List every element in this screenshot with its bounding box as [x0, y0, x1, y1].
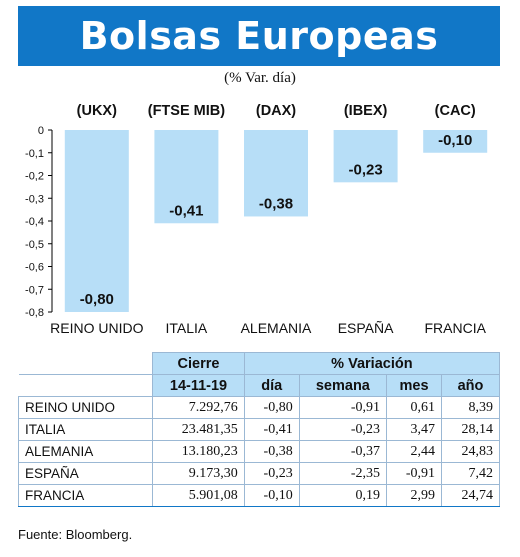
row-country: ALEMANIA	[17, 440, 154, 463]
bar	[423, 130, 488, 153]
y-tick-label: -0,2	[25, 171, 44, 183]
row-mes: 2,99	[386, 484, 442, 507]
row-country: FRANCIA	[17, 484, 154, 507]
row-semana: -0,91	[298, 396, 388, 419]
chart-subtitle: (% Var. día)	[224, 70, 296, 86]
row-dia: -0,80	[243, 396, 300, 419]
category-label: FRANCIA	[424, 320, 486, 336]
row-cierre: 23.481,35	[152, 418, 245, 441]
bar	[333, 130, 398, 183]
category-label: REINO UNIDO	[50, 320, 143, 336]
y-tick-label: -0,5	[25, 239, 44, 251]
y-tick-label: -0,1	[25, 148, 44, 160]
row-ano: 7,42	[440, 462, 501, 485]
col-header-date: 14-11-19	[152, 374, 245, 397]
row-cierre: 7.292,76	[152, 396, 245, 419]
row-cierre: 13.180,23	[152, 440, 245, 463]
row-ano: 24,74	[440, 484, 501, 507]
title-banner: Bolsas Europeas	[18, 6, 500, 66]
row-mes: 3,47	[386, 418, 442, 441]
row-country: ESPAÑA	[17, 462, 154, 485]
market-table: Cierre % Variación 14-11-19 día semana m…	[17, 352, 501, 507]
row-ano: 24,83	[440, 440, 501, 463]
row-ano: 8,39	[440, 396, 501, 419]
table-corner	[18, 352, 153, 375]
row-dia: -0,23	[243, 462, 300, 485]
ticker-label: (DAX)	[256, 103, 296, 119]
row-semana: -0,37	[298, 440, 388, 463]
bar	[244, 130, 308, 217]
y-tick-label: -0,3	[25, 193, 44, 205]
y-tick-label: -0,8	[25, 307, 44, 319]
col-header-dia: día	[243, 374, 300, 397]
row-dia: -0,38	[243, 440, 300, 463]
table-row: REINO UNIDO 7.292,76 -0,80 -0,91 0,61 8,…	[17, 396, 501, 419]
col-header-mes: mes	[386, 374, 442, 397]
y-tick-label: -0,7	[25, 284, 44, 296]
data-label: -0,80	[80, 291, 114, 308]
table-row: ALEMANIA 13.180,23 -0,38 -0,37 2,44 24,8…	[17, 440, 501, 463]
col-header-cierre: Cierre	[152, 352, 245, 375]
row-mes: -0,91	[386, 462, 442, 485]
bar-chart: 0 -0,1 -0,2 -0,3 -0,4 -0,5 -0,6 -0,7 -0,8 (UKX) -0…	[25, 103, 488, 336]
category-label: ESPAÑA	[338, 320, 394, 336]
table-corner-2	[18, 374, 153, 397]
data-label: -0,38	[259, 195, 293, 212]
row-semana: -0,23	[298, 418, 388, 441]
bar	[154, 130, 219, 224]
row-country: ITALIA	[17, 418, 154, 441]
table-row: ITALIA 23.481,35 -0,41 -0,23 3,47 28,14	[17, 418, 501, 441]
row-dia: -0,41	[243, 418, 300, 441]
category-label: ITALIA	[166, 320, 208, 336]
y-tick-label: 0	[38, 125, 44, 137]
row-cierre: 9.173,30	[152, 462, 245, 485]
col-header-variacion: % Variación	[243, 352, 501, 375]
data-label: -0,41	[169, 202, 203, 219]
col-header-semana: semana	[298, 374, 388, 397]
category-label: ALEMANIA	[241, 320, 312, 336]
ticker-label: (FTSE MIB)	[148, 103, 225, 119]
row-mes: 0,61	[386, 396, 442, 419]
data-label: -0,23	[348, 161, 382, 178]
row-dia: -0,10	[243, 484, 300, 507]
ticker-label: (UKX)	[77, 103, 117, 119]
row-mes: 2,44	[386, 440, 442, 463]
page-title: Bolsas Europeas	[79, 14, 439, 58]
table-row: ESPAÑA 9.173,30 -0,23 -2,35 -0,91 7,42	[17, 462, 501, 485]
row-semana: -2,35	[298, 462, 388, 485]
row-cierre: 5.901,08	[152, 484, 245, 507]
col-header-ano: año	[440, 374, 501, 397]
table-row: FRANCIA 5.901,08 -0,10 0,19 2,99 24,74	[17, 484, 501, 507]
ticker-label: (CAC)	[435, 103, 476, 119]
row-semana: 0,19	[298, 484, 388, 507]
y-tick-label: -0,6	[25, 262, 44, 274]
y-tick-label: -0,4	[25, 216, 44, 228]
row-country: REINO UNIDO	[17, 396, 154, 419]
data-label: -0,10	[438, 132, 472, 149]
row-ano: 28,14	[440, 418, 501, 441]
source-note: Fuente: Bloomberg.	[18, 527, 133, 542]
bar	[64, 130, 129, 312]
ticker-label: (IBEX)	[344, 103, 388, 119]
